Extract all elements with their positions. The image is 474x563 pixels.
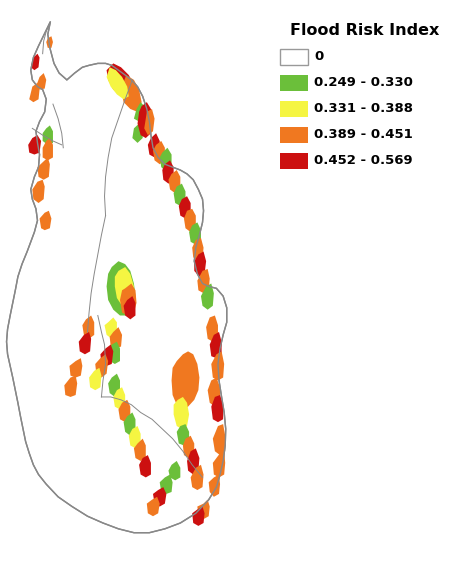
Polygon shape <box>201 284 214 310</box>
Polygon shape <box>183 436 194 458</box>
Text: Flood Risk Index: Flood Risk Index <box>290 23 440 38</box>
Polygon shape <box>29 83 39 102</box>
Polygon shape <box>108 374 120 397</box>
Text: 0.249 - 0.330: 0.249 - 0.330 <box>314 77 413 90</box>
Polygon shape <box>64 376 77 397</box>
Polygon shape <box>134 102 144 122</box>
Bar <box>280 101 308 117</box>
Polygon shape <box>132 123 143 143</box>
Polygon shape <box>177 424 189 445</box>
Polygon shape <box>129 426 141 448</box>
Polygon shape <box>191 465 203 490</box>
Polygon shape <box>148 133 160 158</box>
Polygon shape <box>187 448 200 475</box>
Polygon shape <box>107 261 136 315</box>
Polygon shape <box>7 22 227 533</box>
Polygon shape <box>173 397 189 429</box>
Polygon shape <box>160 475 173 494</box>
Polygon shape <box>70 358 82 378</box>
Polygon shape <box>124 413 136 436</box>
Polygon shape <box>173 184 185 206</box>
Polygon shape <box>211 395 223 422</box>
Polygon shape <box>109 327 122 348</box>
Polygon shape <box>153 487 166 507</box>
Polygon shape <box>36 73 46 90</box>
Polygon shape <box>134 439 146 461</box>
Polygon shape <box>160 148 172 172</box>
Polygon shape <box>168 461 180 480</box>
Polygon shape <box>115 267 134 306</box>
Polygon shape <box>107 67 129 99</box>
Text: 0.389 - 0.451: 0.389 - 0.451 <box>314 128 413 141</box>
Polygon shape <box>194 252 206 276</box>
Polygon shape <box>43 126 53 145</box>
Polygon shape <box>162 160 173 184</box>
Polygon shape <box>206 315 218 342</box>
Polygon shape <box>31 53 39 70</box>
Polygon shape <box>43 138 53 160</box>
Polygon shape <box>168 170 180 193</box>
Bar <box>280 75 308 91</box>
Polygon shape <box>46 36 53 48</box>
Polygon shape <box>39 211 51 230</box>
Text: 0.452 - 0.569: 0.452 - 0.569 <box>314 154 413 168</box>
Bar <box>280 49 308 65</box>
Polygon shape <box>189 222 201 245</box>
Polygon shape <box>213 424 225 455</box>
Polygon shape <box>147 497 160 516</box>
Polygon shape <box>121 75 142 112</box>
Polygon shape <box>100 345 113 366</box>
Polygon shape <box>209 475 220 497</box>
Polygon shape <box>213 452 225 477</box>
Polygon shape <box>118 400 130 422</box>
Polygon shape <box>144 109 155 135</box>
Bar <box>280 153 308 169</box>
Polygon shape <box>197 500 210 519</box>
Polygon shape <box>172 351 200 409</box>
Polygon shape <box>82 315 94 339</box>
Bar <box>280 127 308 143</box>
Polygon shape <box>95 354 108 378</box>
Polygon shape <box>37 158 50 180</box>
Polygon shape <box>108 342 120 364</box>
Polygon shape <box>197 269 210 293</box>
Polygon shape <box>192 238 203 261</box>
Polygon shape <box>211 351 224 381</box>
Polygon shape <box>105 318 117 339</box>
Text: 0: 0 <box>314 51 323 64</box>
Polygon shape <box>208 378 220 406</box>
Polygon shape <box>139 455 151 477</box>
Polygon shape <box>124 296 136 319</box>
Polygon shape <box>89 368 101 390</box>
Polygon shape <box>113 387 125 409</box>
Polygon shape <box>120 284 137 315</box>
Polygon shape <box>32 180 45 203</box>
Polygon shape <box>184 209 196 232</box>
Polygon shape <box>79 332 91 354</box>
Polygon shape <box>137 102 153 138</box>
Polygon shape <box>28 135 41 154</box>
Text: 0.331 - 0.388: 0.331 - 0.388 <box>314 102 413 115</box>
Polygon shape <box>210 332 221 358</box>
Polygon shape <box>107 64 137 102</box>
Polygon shape <box>192 507 205 526</box>
Polygon shape <box>153 141 165 164</box>
Polygon shape <box>179 196 191 218</box>
